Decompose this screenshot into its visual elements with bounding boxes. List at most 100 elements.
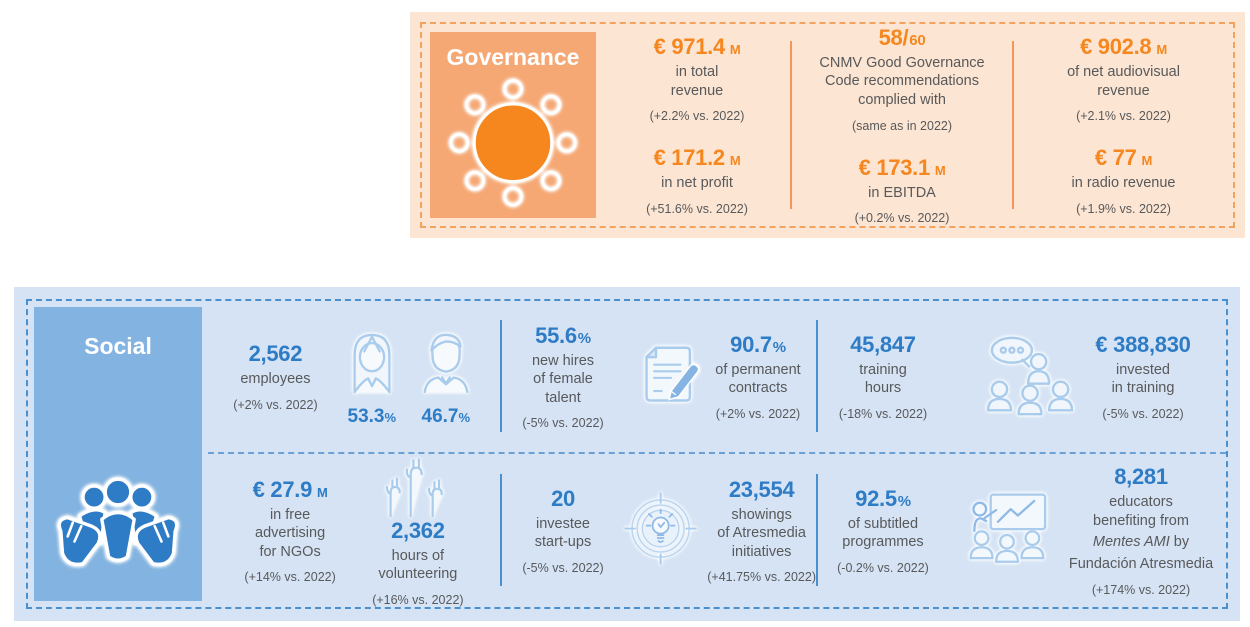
social-top-row: 2,562 employees (+2% vs. 2022) — [208, 301, 1226, 454]
social-bottom-divider-1 — [500, 474, 502, 587]
stat-volunteering: 2,362 hours of volunteering (+16% vs. 20… — [372, 518, 463, 607]
cell-startups: 20 investee start-ups (-5% vs. 2022) — [502, 486, 624, 575]
stat-ebitda: € 173.1 M in EBITDA (+0.2% vs. 2022) — [855, 155, 950, 226]
new-hires-value: 55.6% — [535, 322, 591, 348]
showings-delta: (+41.75% vs. 2022) — [707, 570, 816, 585]
cell-ngo-volunteering: € 27.9 M in free advertising for NGOs (+1… — [208, 454, 500, 607]
net-profit-delta: (+51.6% vs. 2022) — [646, 201, 748, 216]
female-percent: 53.3% — [347, 405, 397, 427]
radio-revenue-delta: (+1.9% vs. 2022) — [1076, 201, 1171, 216]
total-revenue-delta: (+2.2% vs. 2022) — [649, 109, 745, 124]
training-hours-value: 45,847 — [850, 331, 916, 357]
cell-new-hires: 55.6% new hires of female talent (-5% vs… — [502, 323, 624, 431]
stat-audiovisual-revenue: € 902.8 M of net audiovisual revenue (+2.… — [1067, 34, 1180, 123]
stat-educators: 8,281 educators benefiting from Mentes A… — [1069, 464, 1213, 596]
roundtable-icon — [449, 79, 577, 207]
subtitled-delta: (-0.2% vs. 2022) — [837, 561, 929, 575]
social-title: Social — [84, 333, 152, 359]
stat-showings: 23,554 showings of Atresmedia initiative… — [707, 477, 816, 585]
educators-label-italic: Mentes AMI by — [1092, 534, 1190, 551]
social-dashed-border: Social — [26, 299, 1228, 609]
governance-column-1: € 971.4 M in total revenue (+2.2% vs. 202… — [604, 34, 790, 216]
volunteering-delta: (+16% vs. 2022) — [372, 593, 464, 607]
cnmv-label: CNMV Good Governance Code recommendation… — [819, 54, 985, 108]
governance-dashed-border: Governance — [420, 22, 1235, 228]
educators-delta: (+174% vs. 2022) — [1091, 582, 1191, 597]
stat-new-hires: 55.6% new hires of female talent (-5% vs… — [522, 323, 603, 431]
ebitda-delta: (+0.2% vs. 2022) — [854, 211, 950, 226]
employees-label: employees — [240, 371, 311, 388]
social-top-divider-1 — [500, 320, 502, 433]
governance-divider-2 — [1012, 41, 1014, 209]
total-revenue-label: in total revenue — [670, 64, 724, 99]
audiovisual-revenue-value: € 902.8 M — [1080, 34, 1167, 60]
cell-permanent-contracts: 90.7% of permanent contracts (+2% vs. 20… — [624, 332, 816, 421]
showings-label: showings of Atresmedia initiatives — [717, 506, 806, 560]
subtitled-value: 92.5% — [855, 485, 911, 511]
new-hires-delta: (-5% vs. 2022) — [522, 416, 604, 431]
radio-revenue-value: € 77 M — [1094, 145, 1153, 171]
radio-revenue-label: in radio revenue — [1071, 175, 1176, 192]
startups-label: investee start-ups — [534, 515, 592, 551]
subtitled-label: of subtitled programmes — [842, 515, 924, 551]
female-icon — [353, 333, 391, 394]
stat-net-profit: € 171.2 M in net profit (+51.6% vs. 2022) — [646, 145, 748, 216]
governance-divider-1 — [790, 41, 792, 209]
educators-label-bottom: Fundación Atresmedia — [1068, 556, 1214, 572]
net-profit-value: € 171.2 M — [653, 145, 741, 171]
target-lightbulb-icon — [624, 492, 697, 566]
educators-label-top: educators benefiting from — [1093, 494, 1189, 529]
volunteering-label: hours of volunteering — [378, 547, 458, 583]
new-hires-label: new hires of female talent — [531, 352, 595, 406]
ngo-delta: (+14% vs. 2022) — [244, 570, 336, 585]
gender-split: 53.3% — [343, 325, 475, 428]
cell-employees: 2,562 employees (+2% vs. 2022) — [208, 325, 500, 428]
training-hours-delta: (-18% vs. 2022) — [838, 407, 928, 421]
stat-cnmv-code: 58/60 CNMV Good Governance Code recommen… — [819, 25, 984, 133]
showings-value: 23,554 — [728, 476, 795, 502]
social-grid: 2,562 employees (+2% vs. 2022) — [208, 301, 1226, 607]
cell-showings: 23,554 showings of Atresmedia initiative… — [624, 477, 816, 585]
contracts-label: of permanent contracts — [715, 361, 801, 397]
training-investment-value: € 388,830 — [1095, 331, 1191, 357]
employees-value: 2,562 — [248, 341, 303, 367]
stat-total-revenue: € 971.4 M in total revenue (+2.2% vs. 202… — [650, 34, 745, 123]
social-bottom-divider-2 — [816, 474, 818, 587]
stat-permanent-contracts: 90.7% of permanent contracts (+2% vs. 20… — [715, 332, 800, 421]
governance-title: Governance — [446, 44, 580, 70]
ngo-value: € 27.9 M — [252, 476, 328, 502]
startups-value: 20 — [551, 485, 575, 511]
governance-column-2: 58/60 CNMV Good Governance Code recommen… — [792, 25, 1012, 225]
audiovisual-revenue-label: of net audiovisual revenue — [1067, 64, 1180, 99]
social-bottom-row: € 27.9 M in free advertising for NGOs (+1… — [208, 454, 1226, 607]
stat-training-hours: 45,847 training hours (-18% vs. 2022) — [839, 332, 927, 421]
gender-male: 46.7% — [417, 325, 475, 428]
gender-female: 53.3% — [343, 325, 401, 428]
trainer-icon — [987, 337, 1074, 416]
training-investment-label: invested in training — [1111, 361, 1175, 397]
ebitda-value: € 173.1 M — [858, 154, 946, 180]
male-icon — [423, 333, 469, 394]
ngo-label: in free advertising for NGOs — [255, 506, 326, 560]
stat-training-investment: € 388,830 invested in training (-5% vs. … — [1095, 332, 1190, 421]
contracts-delta: (+2% vs. 2022) — [715, 407, 801, 421]
social-panel: Social — [14, 287, 1240, 621]
ebitda-label: in EBITDA — [868, 184, 936, 201]
educators-value: 8,281 — [1114, 464, 1168, 490]
stat-subtitled: 92.5% of subtitled programmes (-0.2% vs.… — [837, 486, 929, 575]
stat-startups: 20 investee start-ups (-5% vs. 2022) — [522, 486, 603, 575]
cell-training-hours: 45,847 training hours (-18% vs. 2022) — [818, 332, 948, 421]
stat-ngo-advertising: € 27.9 M in free advertising for NGOs (+1… — [244, 477, 335, 585]
audiovisual-revenue-delta: (+2.1% vs. 2022) — [1076, 109, 1171, 124]
community-hands-icon — [57, 477, 179, 567]
contracts-value: 90.7% — [730, 331, 786, 357]
cnmv-value: 58/60 — [878, 24, 926, 50]
cell-educators: 8,281 educators benefiting from Mentes A… — [948, 464, 1226, 597]
volunteering-value: 2,362 — [391, 517, 445, 543]
governance-stats: € 971.4 M in total revenue (+2.2% vs. 202… — [604, 24, 1233, 226]
cell-training-investment: € 388,830 invested in training (-5% vs. … — [948, 332, 1226, 421]
governance-column-3: € 902.8 M of net audiovisual revenue (+2.… — [1014, 34, 1233, 216]
net-profit-label: in net profit — [661, 175, 733, 192]
stat-employees: 2,562 employees (+2% vs. 2022) — [233, 341, 317, 412]
